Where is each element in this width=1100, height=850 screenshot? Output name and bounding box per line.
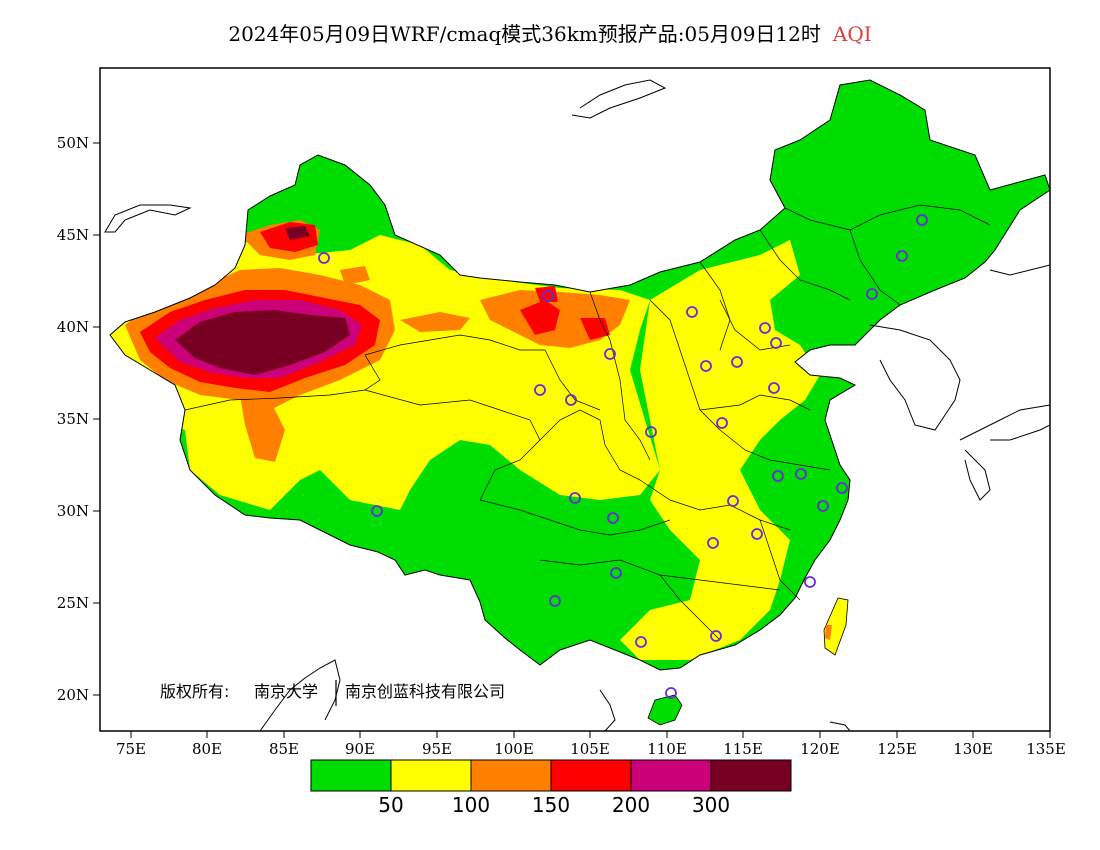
title-main: 2024年05月09日WRF/cmaq模式36km预报产品:05月09日12时: [228, 22, 821, 46]
lat-tick-label: 30N: [57, 502, 89, 520]
station-marker: [534, 384, 546, 396]
station-marker: [318, 252, 330, 264]
station-marker: [635, 636, 647, 648]
station-marker: [645, 426, 657, 438]
station-marker: [710, 630, 722, 642]
lat-tick-label: 40N: [57, 318, 89, 336]
lon-axis: 75E 80E 85E 90E 95E 100E 105E 110E 115E …: [116, 731, 1066, 758]
map-title: 2024年05月09日WRF/cmaq模式36km预报产品:05月09日12时 A…: [0, 18, 1100, 47]
station-marker: [772, 470, 784, 482]
lon-tick-label: 85E: [269, 740, 299, 758]
foreign-coastlines: [104, 79, 1050, 731]
aqi-region-hazardous-tarim: [175, 310, 350, 375]
lat-tick-label: 45N: [57, 226, 89, 244]
lon-tick-label: 135E: [1026, 740, 1066, 758]
lon-tick-label: 120E: [800, 740, 840, 758]
lon-tick-label: 105E: [570, 740, 610, 758]
colorbar-swatch: [710, 759, 792, 792]
colorbar-label: 100: [452, 793, 490, 817]
lat-tick-label: 20N: [57, 686, 89, 704]
colorbar-label: 150: [532, 793, 570, 817]
colorbar-swatch: [630, 759, 712, 792]
station-marker: [836, 482, 848, 494]
station-marker: [700, 360, 712, 372]
lat-tick-label: 50N: [57, 134, 89, 152]
colorbar-swatch: [470, 759, 552, 792]
station-marker: [768, 382, 780, 394]
lat-axis: 20N 25N 30N 35N 40N 45N 50N: [57, 134, 100, 704]
station-marker: [759, 322, 771, 334]
china-outline: [109, 79, 1050, 671]
station-marker: [542, 290, 554, 302]
colorbar-label: 300: [692, 793, 730, 817]
copyright-notice: 版权所有: 南京大学 南京创蓝科技有限公司: [160, 680, 505, 706]
lat-tick-label: 25N: [57, 594, 89, 612]
lon-tick-label: 100E: [494, 740, 534, 758]
station-marker: [731, 356, 743, 368]
aqi-region-unhealthy-innermongolia: [520, 300, 560, 335]
station-marker: [686, 306, 698, 318]
station-marker: [371, 505, 383, 517]
station-markers: [318, 214, 928, 699]
lat-tick-label: 35N: [57, 410, 89, 428]
lon-tick-label: 110E: [647, 740, 687, 758]
station-marker: [751, 528, 763, 540]
aqi-region-moderate-east: [620, 240, 820, 660]
aqi-region-usg-south-xj: [240, 395, 285, 462]
aqi-region-unhealthy-shanxi: [580, 318, 610, 340]
aqi-region-usg-east-xj: [340, 266, 370, 285]
station-marker: [549, 595, 561, 607]
lon-tick-label: 95E: [422, 740, 452, 758]
station-marker: [665, 687, 677, 699]
taiwan-west-coast: [825, 625, 832, 640]
colorbar-swatch: [390, 759, 472, 792]
colorbar-swatch: [550, 759, 632, 792]
station-marker: [804, 576, 816, 588]
aqi-colorbar: 50 100 150 200 300: [310, 759, 792, 817]
aqi-region-usg-qinghai: [400, 312, 470, 332]
lon-tick-label: 125E: [877, 740, 917, 758]
station-marker: [896, 250, 908, 262]
station-marker: [916, 214, 928, 226]
copyright-org2: 南京创蓝科技有限公司: [345, 682, 505, 701]
province-borders: [184, 204, 991, 641]
station-marker: [817, 500, 829, 512]
title-variable: AQI: [832, 22, 872, 46]
copyright-owner-label: 版权所有:: [160, 682, 229, 701]
station-marker: [727, 495, 739, 507]
station-marker: [770, 337, 782, 349]
lon-tick-label: 75E: [116, 740, 146, 758]
colorbar-swatch: [310, 759, 392, 792]
station-marker: [610, 567, 622, 579]
lon-tick-label: 90E: [345, 740, 375, 758]
station-marker: [716, 417, 728, 429]
copyright-org1: 南京大学: [254, 682, 318, 701]
station-marker: [607, 512, 619, 524]
station-marker: [565, 394, 577, 406]
colorbar-label: 200: [612, 793, 650, 817]
lon-tick-label: 115E: [723, 740, 763, 758]
station-marker: [604, 348, 616, 360]
lon-tick-label: 80E: [192, 740, 222, 758]
taiwan-island: [823, 597, 849, 656]
station-marker: [707, 537, 719, 549]
lon-tick-label: 130E: [953, 740, 993, 758]
station-marker: [569, 492, 581, 504]
station-marker: [795, 468, 807, 480]
colorbar-label: 50: [378, 793, 403, 817]
station-marker: [866, 288, 878, 300]
aqi-region-hazardous-north: [285, 226, 310, 240]
colorbar-swatches: [310, 759, 792, 792]
